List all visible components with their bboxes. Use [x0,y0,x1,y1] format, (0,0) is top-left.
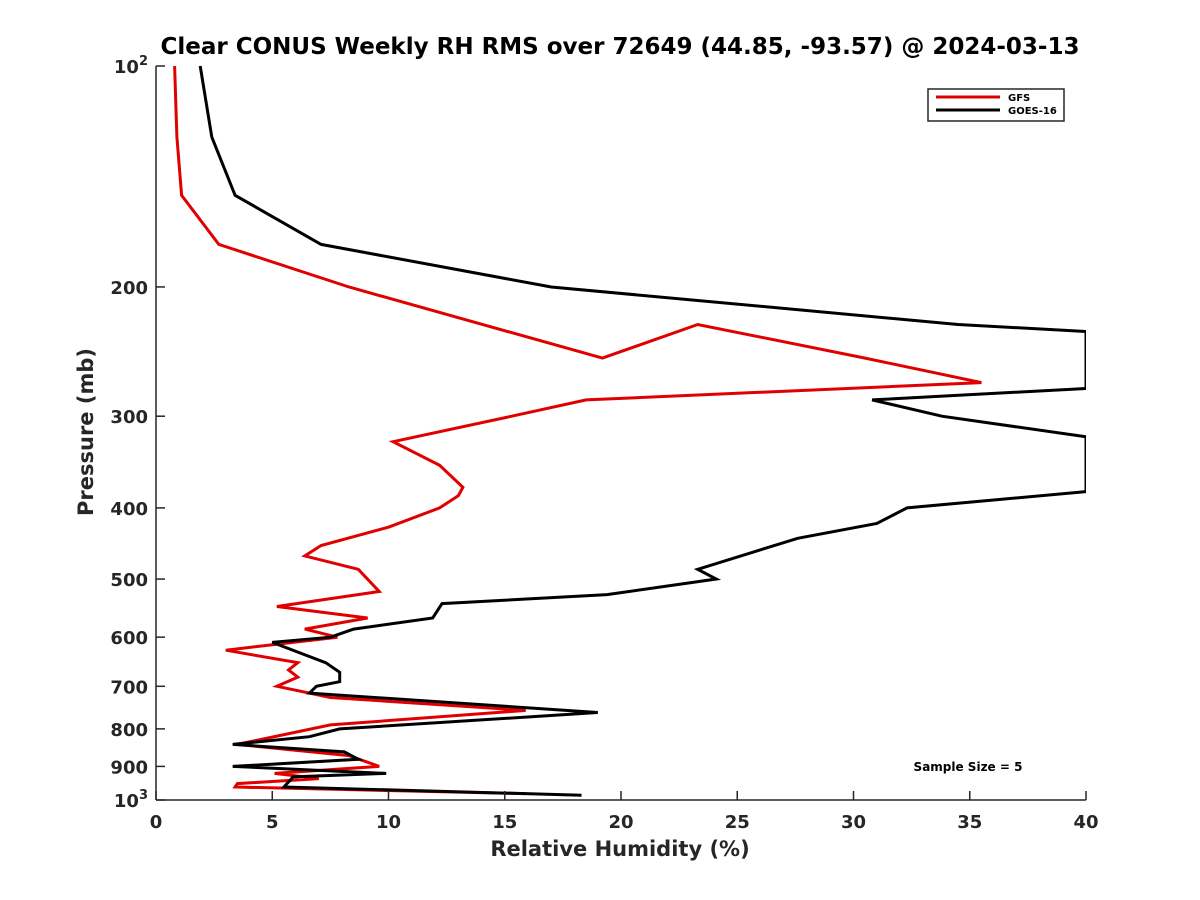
x-tick-label: 30 [841,812,866,833]
x-tick-label: 10 [376,812,401,833]
y-axis-label: Pressure (mb) [74,348,98,516]
plot-background [156,66,1086,800]
x-axis-ticks: 0 5 10 15 20 25 30 35 40 [150,791,1099,833]
x-axis-label: Relative Humidity (%) [490,837,749,861]
x-tick-label: 40 [1073,812,1098,833]
x-tick-label: 35 [957,812,982,833]
legend-box [927,88,1065,122]
y-tick-label: 300 [110,407,148,428]
y-tick-label: 102 [114,54,148,78]
y-tick-label: 200 [110,278,148,299]
sample-size-annotation: Sample Size = 5 [914,760,1023,774]
chart-title: Clear CONUS Weekly RH RMS over 72649 (44… [161,34,1080,60]
x-tick-label: 25 [725,812,750,833]
legend-label-goes16: GOES-16 [1008,106,1057,117]
legend: GFS GOES-16 [927,88,1065,122]
x-tick-label: 15 [492,812,517,833]
x-tick-label: 20 [608,812,633,833]
x-tick-label: 0 [150,812,163,833]
series-line-goes16 [198,65,1086,797]
y-tick-label: 900 [110,757,148,778]
legend-label-gfs: GFS [1008,93,1030,104]
y-tick-label: 103 [114,788,148,812]
y-axis-ticks: 102 200 300 400 500 600 700 800 900 103 [110,54,165,812]
y-tick-label: 800 [110,720,148,741]
y-tick-label: 400 [110,499,148,520]
plot-area: 0 5 10 15 20 25 30 35 40 102 200 300 400 500 600 700 80… [110,54,1098,833]
y-tick-label: 600 [110,628,148,649]
x-tick-label: 5 [266,812,279,833]
y-tick-label: 700 [110,677,148,698]
series-layer [173,65,1086,797]
y-tick-label: 500 [110,570,148,591]
